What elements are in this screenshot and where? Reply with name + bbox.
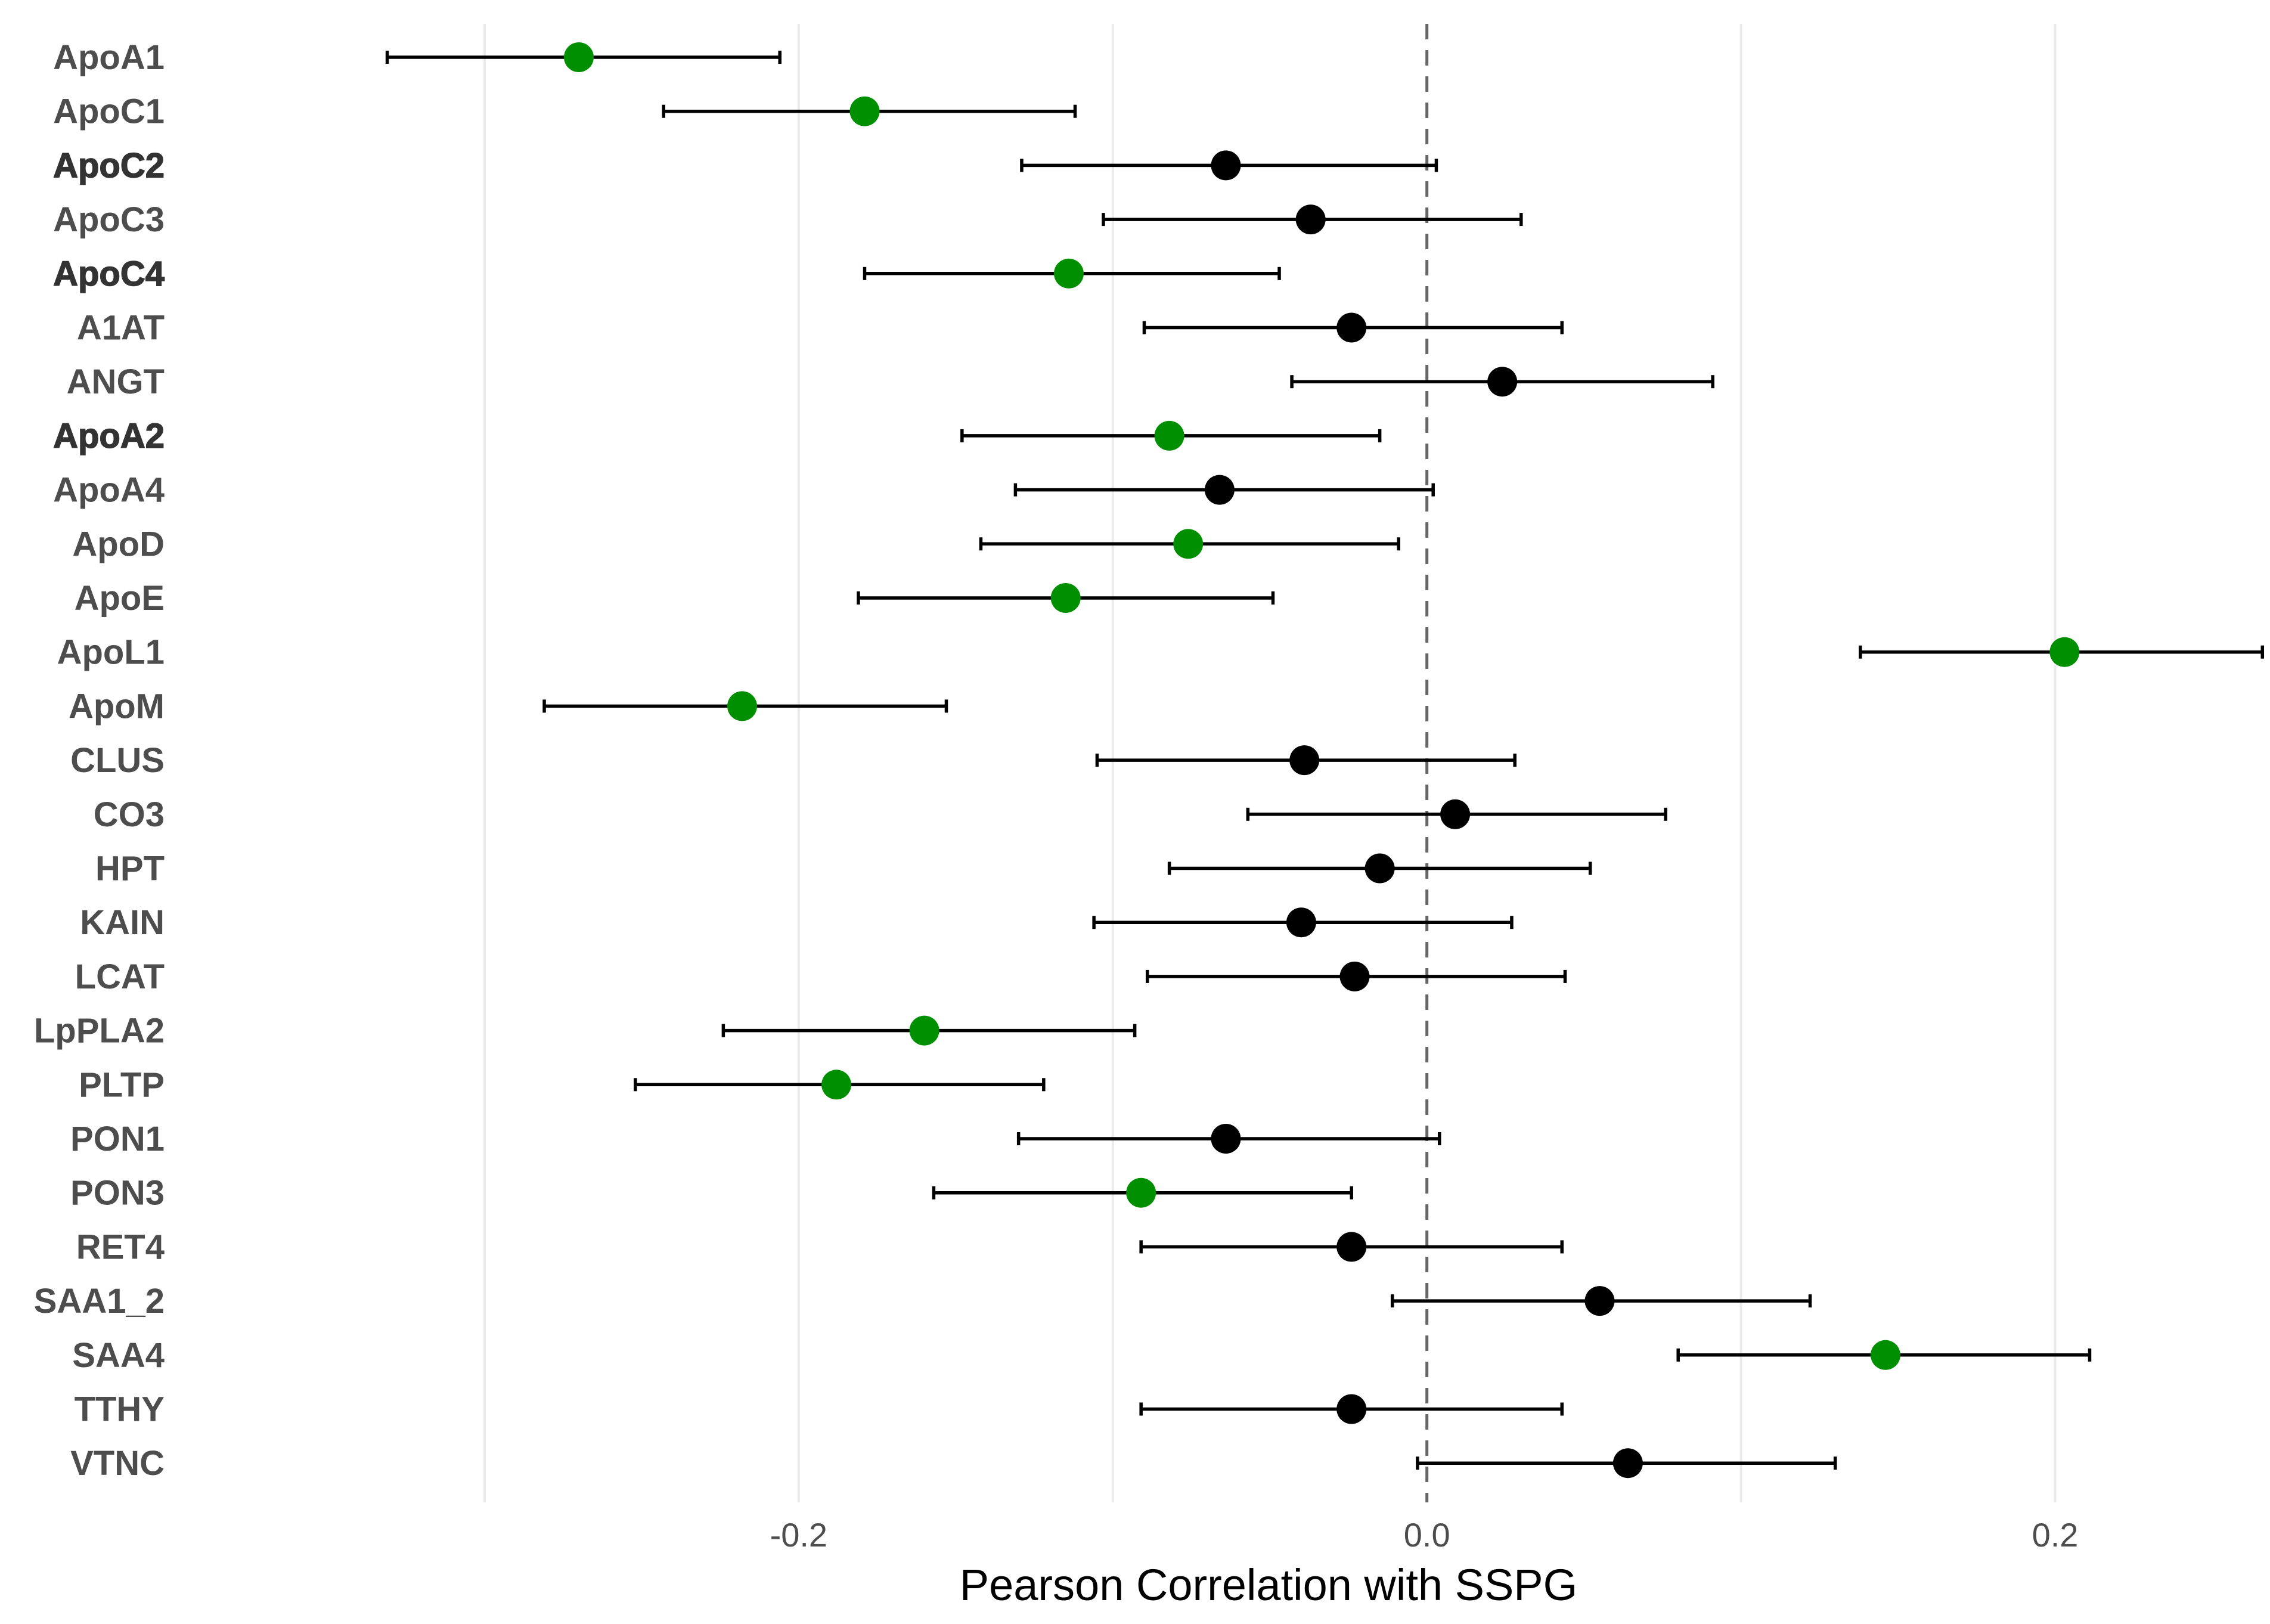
point-co3	[1440, 799, 1471, 829]
point-saa1-2	[1584, 1286, 1615, 1316]
y-label-lcat: LCAT	[75, 957, 165, 996]
y-label-apoc3: ApoC3	[53, 200, 165, 239]
x-tick-label: -0.2	[770, 1516, 828, 1554]
y-label-saa1-2: SAA1_2	[34, 1282, 165, 1321]
y-label-apoe: ApoE	[75, 579, 165, 618]
point-angt	[1487, 367, 1518, 397]
point-apom	[727, 691, 757, 721]
point-vtnc	[1612, 1448, 1643, 1479]
point-pltp	[821, 1070, 852, 1100]
y-label-apoc2: ApoC2	[53, 146, 165, 185]
point-a1at	[1336, 312, 1367, 343]
gridlines	[483, 24, 2057, 1502]
point-lcat	[1339, 961, 1370, 991]
point-tthy	[1336, 1394, 1367, 1424]
point-pon1	[1211, 1124, 1241, 1154]
y-label-pltp: PLTP	[79, 1065, 165, 1104]
y-label-apod: ApoD	[72, 525, 165, 563]
y-label-pon1: PON1	[70, 1120, 165, 1158]
x-axis-ticks: -0.2 0.0 0.2	[770, 1516, 2079, 1554]
y-label-hpt: HPT	[95, 850, 165, 888]
y-label-co3: CO3	[94, 795, 165, 834]
y-label-apoc1: ApoC1	[53, 92, 165, 131]
y-label-apom: ApoM	[69, 687, 165, 726]
point-kain	[1286, 907, 1316, 938]
y-label-apoa2: ApoA2	[53, 417, 165, 455]
y-label-a1at: A1AT	[77, 309, 165, 348]
x-tick-label: 0.2	[2032, 1516, 2079, 1554]
y-label-angt: ANGT	[67, 362, 165, 401]
point-pon3	[1126, 1177, 1156, 1208]
point-lppla2	[909, 1015, 939, 1046]
y-label-tthy: TTHY	[75, 1390, 165, 1429]
x-tick-label: 0.0	[1404, 1516, 1450, 1554]
y-label-apoa1: ApoA1	[53, 38, 165, 77]
point-apoa2	[1154, 420, 1184, 451]
point-apol1	[2049, 637, 2080, 667]
x-axis-title: Pearson Correlation with SSPG	[960, 1560, 1577, 1610]
y-label-apol1: ApoL1	[57, 633, 165, 672]
y-label-clus: CLUS	[70, 741, 165, 780]
point-saa4	[1870, 1340, 1900, 1370]
point-apoa1	[563, 42, 594, 72]
y-label-apoc4: ApoC4	[53, 255, 165, 293]
point-ret4	[1336, 1232, 1367, 1262]
y-label-vtnc: VTNC	[70, 1444, 165, 1483]
point-apoc2	[1211, 150, 1241, 181]
point-apoe	[1050, 583, 1081, 613]
point-apoc3	[1295, 204, 1326, 235]
y-label-pon3: PON3	[70, 1174, 165, 1213]
points	[563, 42, 2080, 1479]
point-clus	[1289, 745, 1320, 776]
error-bars	[385, 51, 2265, 1470]
y-axis-labels: ApoA1 ApoC1 ApoC2 ApoC3 ApoC4 A1AT ANGT ApoA2 Ap…	[34, 38, 165, 1483]
point-apoc1	[849, 96, 880, 126]
point-apod	[1173, 529, 1204, 559]
y-label-apoa4: ApoA4	[53, 471, 165, 510]
point-hpt	[1365, 853, 1395, 884]
y-label-saa4: SAA4	[72, 1336, 165, 1375]
point-apoa4	[1204, 475, 1235, 505]
point-apoc4	[1053, 258, 1084, 289]
y-label-lppla2: LpPLA2	[34, 1012, 165, 1050]
y-label-kain: KAIN	[80, 903, 165, 942]
y-label-ret4: RET4	[76, 1228, 165, 1266]
